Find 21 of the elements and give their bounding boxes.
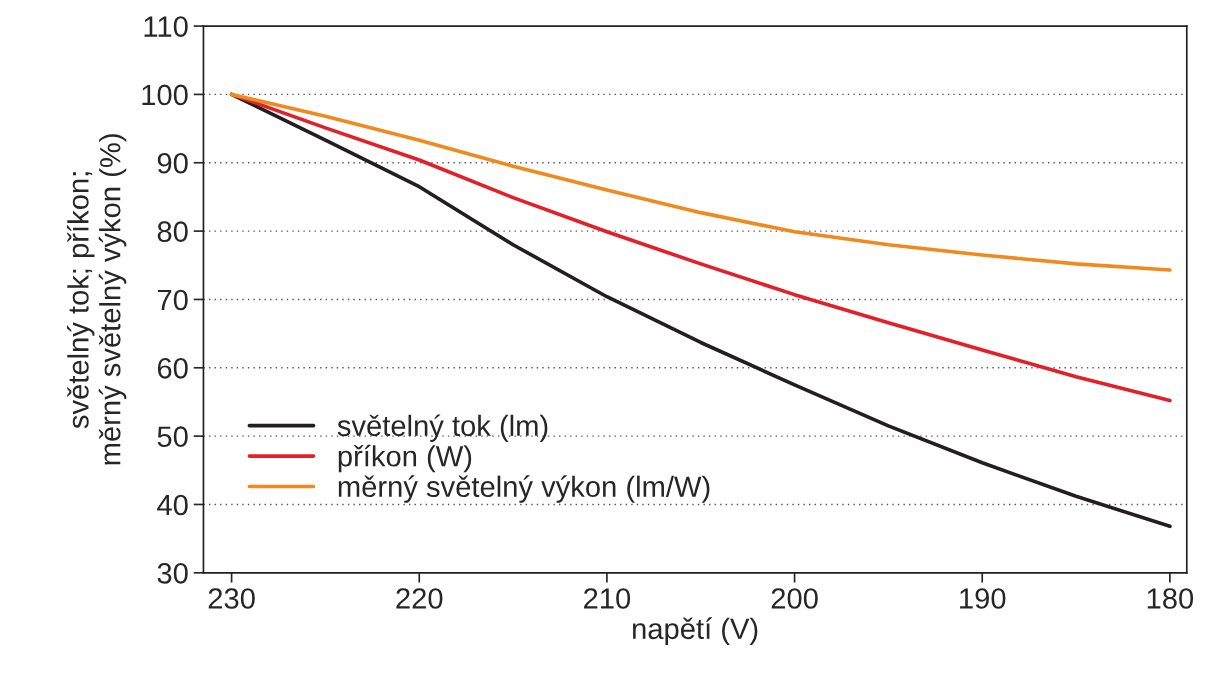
x-tick-label: 230 <box>208 588 255 609</box>
x-tick-label: 220 <box>396 588 443 609</box>
y-tick-label: 30 <box>157 563 188 584</box>
y-tick-label: 100 <box>142 84 188 106</box>
line-series <box>229 92 1172 272</box>
x-tick-label: 180 <box>1147 588 1194 609</box>
x-tick-label: 210 <box>584 588 631 609</box>
legend-label: světelný tok (lm) <box>337 414 548 442</box>
legend-label: příkon (W) <box>338 444 472 473</box>
y-tick-label: 50 <box>157 426 188 447</box>
y-tick-label: 110 <box>144 16 188 37</box>
y-tick-label: 40 <box>157 494 188 516</box>
y-tick-label: 70 <box>157 289 188 311</box>
y-tick-label: 60 <box>157 357 188 379</box>
x-axis-title: napětí (V) <box>633 617 758 645</box>
legend-label: měrný světelný výkon (lm/W) <box>338 475 710 503</box>
y-axis-title: světelný tok; příkon; měrný světelný výkon (%) <box>66 134 127 465</box>
x-tick-label: 200 <box>771 588 818 609</box>
y-tick-label: 80 <box>157 221 188 242</box>
x-tick-label: 190 <box>960 588 1006 609</box>
y-tick-label: 90 <box>157 152 188 174</box>
